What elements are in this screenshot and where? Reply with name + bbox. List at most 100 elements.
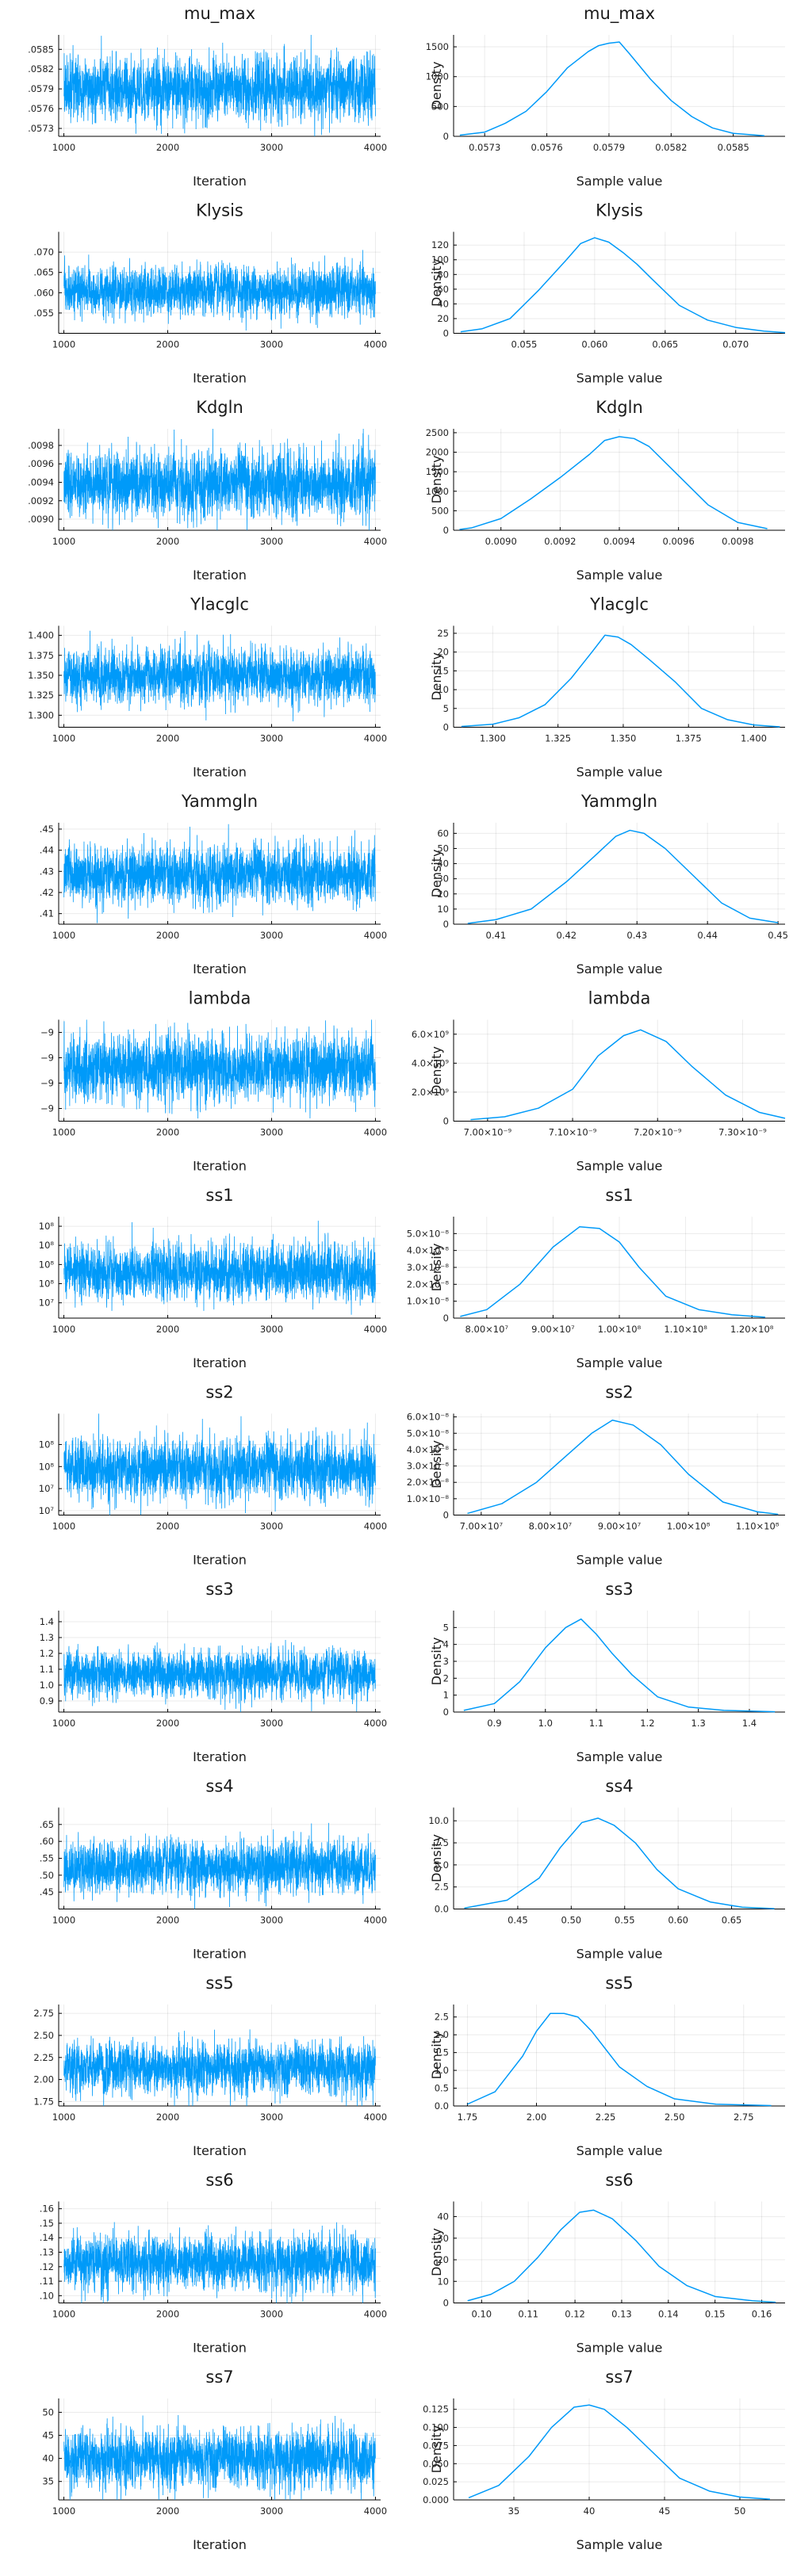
x-axis-label: Sample value: [577, 568, 663, 583]
x-tick-label: 1000: [52, 142, 75, 153]
y-tick-label: 2.75: [33, 2008, 54, 2019]
y-tick-label: .10: [40, 2290, 54, 2301]
x-tick-label: 4000: [364, 1127, 387, 1138]
x-tick-label: 0.0092: [544, 536, 576, 547]
y-tick-label: 0.5: [435, 2083, 449, 2094]
y-tick-label: 2.50: [33, 2030, 54, 2041]
density-panel-11: ss5 Sample value Density 1.75 2.00 2.25 2.50 2.…: [429, 1974, 785, 2158]
y-tick-label: 10⁸: [39, 1259, 55, 1270]
x-tick-label: 0.55: [615, 1915, 635, 1926]
density-panel-1: mu_max Sample value Density 0.0573 0.0576 0.0…: [426, 4, 785, 189]
y-tick-label: 40: [437, 858, 449, 869]
x-tick-label: 2000: [156, 1718, 179, 1729]
trace-panel-2: Klysis Iteration 1000 2000 3000 4000 .055 .060.…: [33, 201, 387, 386]
y-tick-label: .44: [40, 845, 54, 856]
x-tick-label: 4000: [364, 733, 387, 744]
x-tick-label: 0.16: [752, 2309, 772, 2320]
y-tick-label: 2500: [426, 427, 449, 438]
x-tick-label: 1000: [52, 1718, 75, 1729]
y-tick-label: 50: [42, 2406, 54, 2417]
y-tick-label: 4: [443, 1639, 449, 1650]
y-tick-label: 1.350: [28, 670, 54, 681]
x-axis-label: Iteration: [193, 174, 247, 189]
x-tick-label: 35: [508, 2505, 520, 2517]
y-axis-label: Density: [429, 1834, 444, 1882]
x-tick-label: 0.060: [581, 339, 607, 350]
x-axis-label: Sample value: [577, 1355, 663, 1370]
density-panel-13: ss7 Sample value Density 35 40 45 50 0.000 0.025…: [423, 2368, 785, 2552]
x-tick-label: 0.42: [556, 930, 577, 941]
x-axis-label: Iteration: [193, 2143, 247, 2158]
x-tick-label: 0.0585: [718, 142, 749, 153]
y-tick-label: 10⁸: [39, 1461, 55, 1472]
x-tick-label: 1000: [52, 1324, 75, 1335]
y-tick-label: 2.5: [435, 1882, 449, 1893]
density-series-line: [463, 1618, 776, 1713]
trace-panel-7: ss1 Iteration 1000 2000 3000 4000 10⁷ 10⁸ 10⁸ 10⁸…: [39, 1186, 387, 1370]
y-tick-label: 25: [437, 628, 449, 639]
y-axis-label: Density: [429, 652, 444, 701]
y-tick-label: 4.0×10⁻⁸: [407, 1444, 450, 1455]
x-tick-label: 0.0090: [485, 536, 517, 547]
x-tick-label: 4000: [364, 930, 387, 941]
x-tick-label: 1.325: [545, 733, 571, 744]
x-axis-label: Sample value: [577, 1947, 663, 1962]
x-tick-label: 2000: [156, 2112, 179, 2123]
x-tick-label: 0.44: [697, 930, 718, 941]
y-axis-label: Density: [429, 1440, 444, 1489]
x-tick-label: 3000: [260, 2309, 283, 2320]
y-tick-label: 4.0×10⁻⁸: [407, 1245, 450, 1256]
y-tick-label: 1.0: [40, 1680, 54, 1691]
y-tick-label: 10⁸: [39, 1240, 55, 1251]
density-panel-12: ss6 Sample value Density 0.10 0.11 0.12 0.13 0.…: [429, 2171, 785, 2356]
y-tick-label: .11: [40, 2276, 54, 2287]
y-tick-label: 10⁸: [39, 1278, 55, 1290]
x-tick-label: 2000: [156, 339, 179, 350]
y-tick-label: .50: [40, 1870, 54, 1881]
trace-series-line: [63, 824, 376, 923]
density-series-line: [467, 829, 779, 924]
trace-panel-11: ss5 Iteration 1000 2000 3000 4000 1.75 2.00 2.25…: [33, 1974, 387, 2158]
density-series-line: [459, 436, 768, 530]
x-tick-label: 2.00: [527, 2112, 547, 2123]
x-tick-label: 0.12: [565, 2309, 585, 2320]
x-tick-label: 2000: [156, 1915, 179, 1926]
x-tick-label: 1.300: [480, 733, 506, 744]
x-tick-label: 1.2: [640, 1718, 654, 1729]
panel-title: Klysis: [196, 201, 243, 220]
y-axis-label: Density: [429, 456, 444, 504]
y-tick-label: 1.4: [40, 1616, 54, 1627]
y-tick-label: .42: [40, 887, 54, 898]
panel-title: ss7: [605, 2368, 633, 2387]
x-axis-label: Iteration: [193, 371, 247, 386]
x-tick-label: 4000: [364, 1718, 387, 1729]
x-tick-label: 45: [659, 2505, 671, 2517]
y-tick-label: .0090: [28, 514, 54, 525]
x-tick-label: 2000: [156, 930, 179, 941]
y-tick-label: 0: [443, 1313, 449, 1324]
panel-title: ss1: [605, 1186, 633, 1205]
y-tick-label: 45: [42, 2430, 54, 2441]
y-tick-label: −9: [40, 1103, 54, 1114]
x-tick-label: 4000: [364, 2112, 387, 2123]
x-tick-label: 40: [584, 2505, 596, 2517]
x-tick-label: 0.11: [518, 2309, 538, 2320]
trace-series-line: [63, 2222, 376, 2303]
panel-title: ss2: [605, 1383, 633, 1402]
panel-title: ss3: [205, 1580, 233, 1599]
trace-panel-10: ss4 Iteration 1000 2000 3000 4000 .45 .50 .55 .60…: [40, 1777, 387, 1962]
y-tick-label: 10: [437, 904, 449, 915]
x-tick-label: 1000: [52, 339, 75, 350]
y-tick-label: 3.0×10⁻⁸: [407, 1262, 450, 1273]
x-tick-label: 0.0579: [593, 142, 625, 153]
x-axis-label: Sample value: [577, 2143, 663, 2158]
y-tick-label: 2.0: [435, 2029, 449, 2040]
y-tick-label: 2: [443, 1672, 449, 1684]
y-tick-label: 60: [437, 827, 449, 839]
x-tick-label: 1.375: [676, 733, 702, 744]
density-series-line: [470, 1029, 786, 1121]
x-tick-label: 7.00×10⁷: [460, 1521, 504, 1532]
x-axis-label: Sample value: [577, 765, 663, 780]
trace-series-line: [63, 1413, 376, 1515]
